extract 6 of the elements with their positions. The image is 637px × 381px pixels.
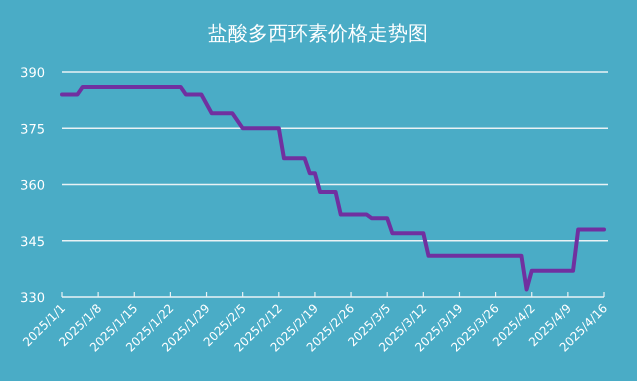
y-tick-label: 330 <box>20 291 45 306</box>
chart-title: 盐酸多西环素价格走势图 <box>208 21 428 45</box>
y-tick-label: 390 <box>20 66 45 81</box>
y-tick-label: 375 <box>20 122 45 138</box>
y-tick-label: 360 <box>20 178 45 194</box>
y-tick-label: 345 <box>20 234 45 250</box>
